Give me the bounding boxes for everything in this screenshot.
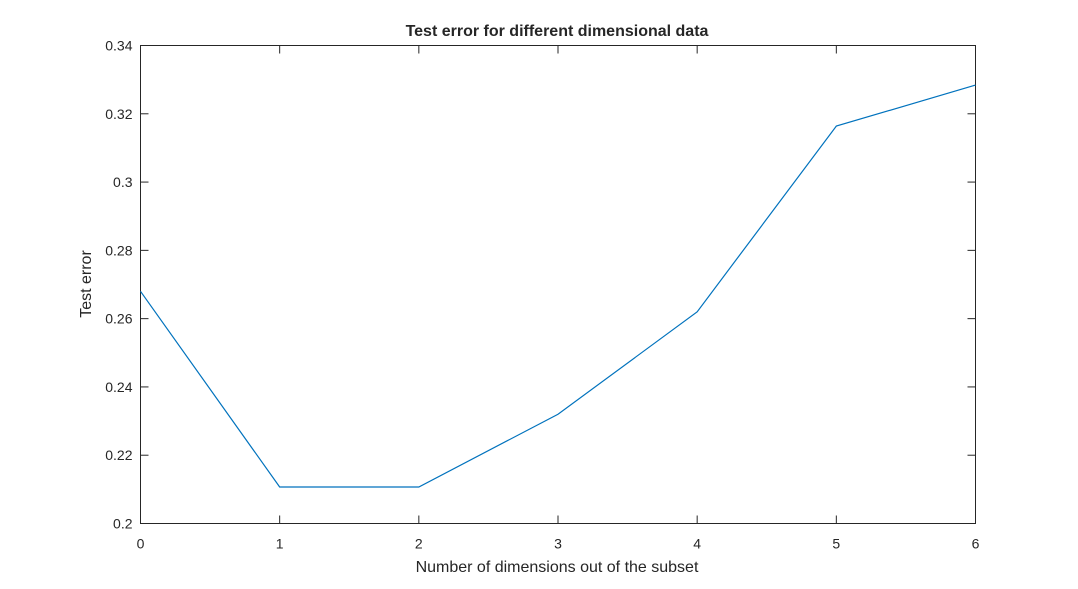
y-tick-label: 0.34 <box>105 38 132 54</box>
x-tick-label: 4 <box>693 536 701 552</box>
x-tick-label: 0 <box>137 536 145 552</box>
y-axis-label: Test error <box>78 250 95 318</box>
x-tick-label: 1 <box>276 536 284 552</box>
y-tick-label: 0.26 <box>105 311 132 327</box>
x-tick-label: 6 <box>972 536 980 552</box>
x-tick-label: 5 <box>832 536 840 552</box>
x-tick-label: 3 <box>554 536 562 552</box>
chart-title: Test error for different dimensional dat… <box>406 23 709 40</box>
series-line <box>140 84 976 488</box>
data-series <box>140 84 976 488</box>
y-tick-label: 0.32 <box>105 106 132 122</box>
y-tick-label: 0.22 <box>105 447 132 463</box>
y-tick-label: 0.28 <box>105 242 132 258</box>
y-tick-label: 0.24 <box>105 379 132 395</box>
y-tick-label: 0.3 <box>113 174 133 190</box>
x-axis-label: Number of dimensions out of the subset <box>416 559 699 576</box>
x-tick-label: 2 <box>415 536 423 552</box>
plot-area <box>140 45 976 524</box>
axis-ticks: 0 1 2 3 4 5 6 0.2 0.22 0.24 0.26 0.28 0.3 0.32 0.34 <box>105 38 979 552</box>
y-tick-label: 0.2 <box>113 516 133 532</box>
